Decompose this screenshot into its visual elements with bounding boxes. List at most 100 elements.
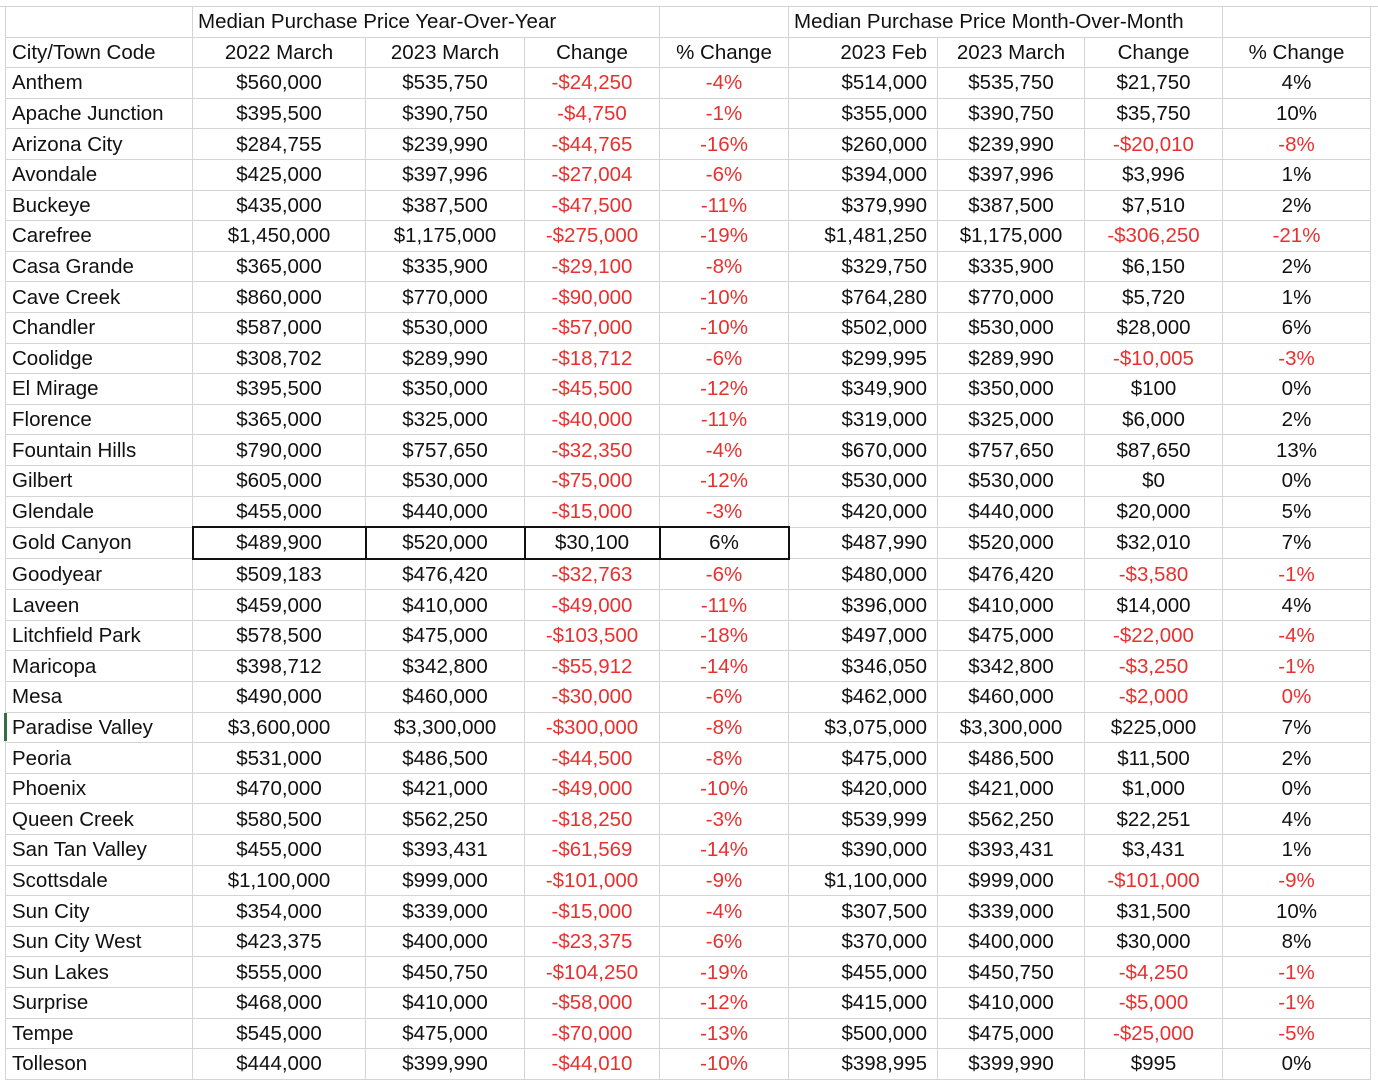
- cell-yoy-pct-change[interactable]: -12%: [659, 987, 789, 1019]
- cell-yoy-pct-change[interactable]: -8%: [659, 250, 789, 283]
- cell-mom-pct-change[interactable]: 1%: [1222, 281, 1371, 313]
- cell-yoy-2022-march[interactable]: $560,000: [192, 67, 366, 99]
- cell-yoy-2022-march[interactable]: $490,000: [192, 681, 366, 713]
- cell-mom-pct-change[interactable]: -1%: [1222, 956, 1371, 988]
- cell-city[interactable]: Florence: [5, 403, 193, 436]
- cell-mom-pct-change[interactable]: 2%: [1222, 403, 1371, 436]
- cell-yoy-change[interactable]: -$27,004: [524, 158, 660, 191]
- cell-mom-2023-march[interactable]: $421,000: [937, 772, 1085, 805]
- cell-yoy-pct-change[interactable]: -4%: [659, 67, 789, 99]
- cell-city[interactable]: Surprise: [5, 987, 193, 1019]
- cell-mom-2023-march[interactable]: $335,900: [937, 250, 1085, 283]
- cell-city[interactable]: Anthem: [5, 67, 193, 99]
- cell-yoy-change[interactable]: -$40,000: [524, 403, 660, 436]
- cell-yoy-change[interactable]: -$58,000: [524, 987, 660, 1019]
- cell-mom-2023-feb[interactable]: $299,995: [788, 342, 938, 375]
- cell-mom-pct-change[interactable]: 8%: [1222, 925, 1371, 958]
- cell-mom-2023-feb[interactable]: $670,000: [788, 434, 938, 466]
- cell-yoy-2022-march[interactable]: $459,000: [192, 589, 366, 621]
- cell-yoy-2022-march[interactable]: $423,375: [192, 925, 366, 958]
- cell-yoy-pct-change[interactable]: -9%: [659, 864, 789, 897]
- cell-mom-change[interactable]: $32,010: [1084, 526, 1223, 560]
- cell-city[interactable]: Sun Lakes: [5, 956, 193, 988]
- cell-mom-2023-march[interactable]: $520,000: [937, 526, 1085, 560]
- cell-city[interactable]: Fountain Hills: [5, 434, 193, 466]
- cell-mom-pct-change[interactable]: 0%: [1222, 464, 1371, 497]
- cell-yoy-pct-change[interactable]: -13%: [659, 1017, 789, 1050]
- cell-mom-pct-change[interactable]: -8%: [1222, 128, 1371, 160]
- cell-city[interactable]: Avondale: [5, 158, 193, 191]
- cell-city[interactable]: Arizona City: [5, 128, 193, 160]
- cell-mom-2023-feb[interactable]: $487,990: [788, 526, 938, 560]
- cell-yoy-2022-march[interactable]: $308,702: [192, 342, 366, 375]
- cell-yoy-pct-change[interactable]: -8%: [659, 742, 789, 774]
- cell-yoy-2022-march[interactable]: $605,000: [192, 464, 366, 497]
- cell-yoy-2023-march[interactable]: $350,000: [365, 373, 525, 405]
- cell-mom-2023-feb[interactable]: $539,999: [788, 803, 938, 836]
- cell-mom-2023-march[interactable]: $757,650: [937, 434, 1085, 466]
- cell-yoy-2022-march[interactable]: $790,000: [192, 434, 366, 466]
- cell-yoy-2023-march[interactable]: $530,000: [365, 464, 525, 497]
- cell-yoy-2023-march[interactable]: $399,990: [365, 1048, 525, 1080]
- cell-yoy-change[interactable]: -$101,000: [524, 864, 660, 897]
- cell-yoy-change[interactable]: -$32,763: [524, 558, 660, 591]
- cell-mom-2023-march[interactable]: $999,000: [937, 864, 1085, 897]
- cell-yoy-pct-change[interactable]: -10%: [659, 772, 789, 805]
- cell-yoy-change[interactable]: -$29,100: [524, 250, 660, 283]
- cell-mom-change[interactable]: $22,251: [1084, 803, 1223, 836]
- column-header-yoy-pct-change[interactable]: % Change: [659, 36, 789, 69]
- cell-mom-change[interactable]: $31,500: [1084, 895, 1223, 927]
- cell-mom-change[interactable]: $35,750: [1084, 97, 1223, 130]
- cell-mom-change[interactable]: -$22,000: [1084, 619, 1223, 652]
- cell-yoy-change[interactable]: -$49,000: [524, 772, 660, 805]
- cell-yoy-2023-march[interactable]: $520,000: [364, 526, 526, 560]
- cell-yoy-2023-march[interactable]: $410,000: [365, 589, 525, 621]
- cell-yoy-2022-march[interactable]: $398,712: [192, 650, 366, 683]
- cell-city[interactable]: El Mirage: [5, 373, 193, 405]
- cell-yoy-2022-march[interactable]: $468,000: [192, 987, 366, 1019]
- cell-mom-2023-feb[interactable]: $394,000: [788, 158, 938, 191]
- column-header-city[interactable]: City/Town Code: [5, 36, 193, 69]
- cell-mom-2023-march[interactable]: $350,000: [937, 373, 1085, 405]
- cell-mom-2023-march[interactable]: $387,500: [937, 189, 1085, 222]
- cell-mom-pct-change[interactable]: -21%: [1222, 220, 1371, 252]
- cell-city[interactable]: Laveen: [5, 589, 193, 621]
- cell-yoy-pct-change[interactable]: -8%: [659, 711, 789, 744]
- cell-mom-2023-march[interactable]: $399,990: [937, 1048, 1085, 1080]
- cell-yoy-2023-march[interactable]: $390,750: [365, 97, 525, 130]
- cell-mom-pct-change[interactable]: -4%: [1222, 619, 1371, 652]
- cell-yoy-pct-change[interactable]: -19%: [659, 220, 789, 252]
- cell-yoy-pct-change[interactable]: -11%: [659, 589, 789, 621]
- cell-yoy-pct-change[interactable]: -6%: [659, 558, 789, 591]
- cell-city[interactable]: Cave Creek: [5, 281, 193, 313]
- cell-mom-2023-march[interactable]: $475,000: [937, 619, 1085, 652]
- cell-mom-2023-march[interactable]: $239,990: [937, 128, 1085, 160]
- cell-mom-2023-march[interactable]: $410,000: [937, 589, 1085, 621]
- cell-yoy-pct-change[interactable]: -10%: [659, 1048, 789, 1080]
- cell[interactable]: [659, 6, 789, 38]
- cell-mom-2023-march[interactable]: $397,996: [937, 158, 1085, 191]
- cell-mom-pct-change[interactable]: 2%: [1222, 189, 1371, 222]
- cell-city[interactable]: Apache Junction: [5, 97, 193, 130]
- cell-city[interactable]: Carefree: [5, 220, 193, 252]
- cell-yoy-change[interactable]: -$18,250: [524, 803, 660, 836]
- cell-yoy-pct-change[interactable]: -16%: [659, 128, 789, 160]
- cell-yoy-pct-change[interactable]: -6%: [659, 158, 789, 191]
- cell-mom-change[interactable]: $6,150: [1084, 250, 1223, 283]
- cell-mom-2023-march[interactable]: $390,750: [937, 97, 1085, 130]
- cell-mom-2023-feb[interactable]: $514,000: [788, 67, 938, 99]
- cell-mom-change[interactable]: $11,500: [1084, 742, 1223, 774]
- cell-yoy-pct-change[interactable]: -4%: [659, 434, 789, 466]
- cell-yoy-2022-march[interactable]: $531,000: [192, 742, 366, 774]
- cell-yoy-pct-change[interactable]: -1%: [659, 97, 789, 130]
- cell-city[interactable]: San Tan Valley: [5, 834, 193, 866]
- cell-yoy-change[interactable]: -$55,912: [524, 650, 660, 683]
- cell-city[interactable]: Phoenix: [5, 772, 193, 805]
- cell-mom-change[interactable]: $100: [1084, 373, 1223, 405]
- cell-mom-pct-change[interactable]: -1%: [1222, 987, 1371, 1019]
- cell-city[interactable]: Glendale: [5, 495, 193, 528]
- cell-mom-pct-change[interactable]: 4%: [1222, 67, 1371, 99]
- cell-mom-pct-change[interactable]: -1%: [1222, 558, 1371, 591]
- cell-mom-change[interactable]: $7,510: [1084, 189, 1223, 222]
- cell-city[interactable]: Coolidge: [5, 342, 193, 375]
